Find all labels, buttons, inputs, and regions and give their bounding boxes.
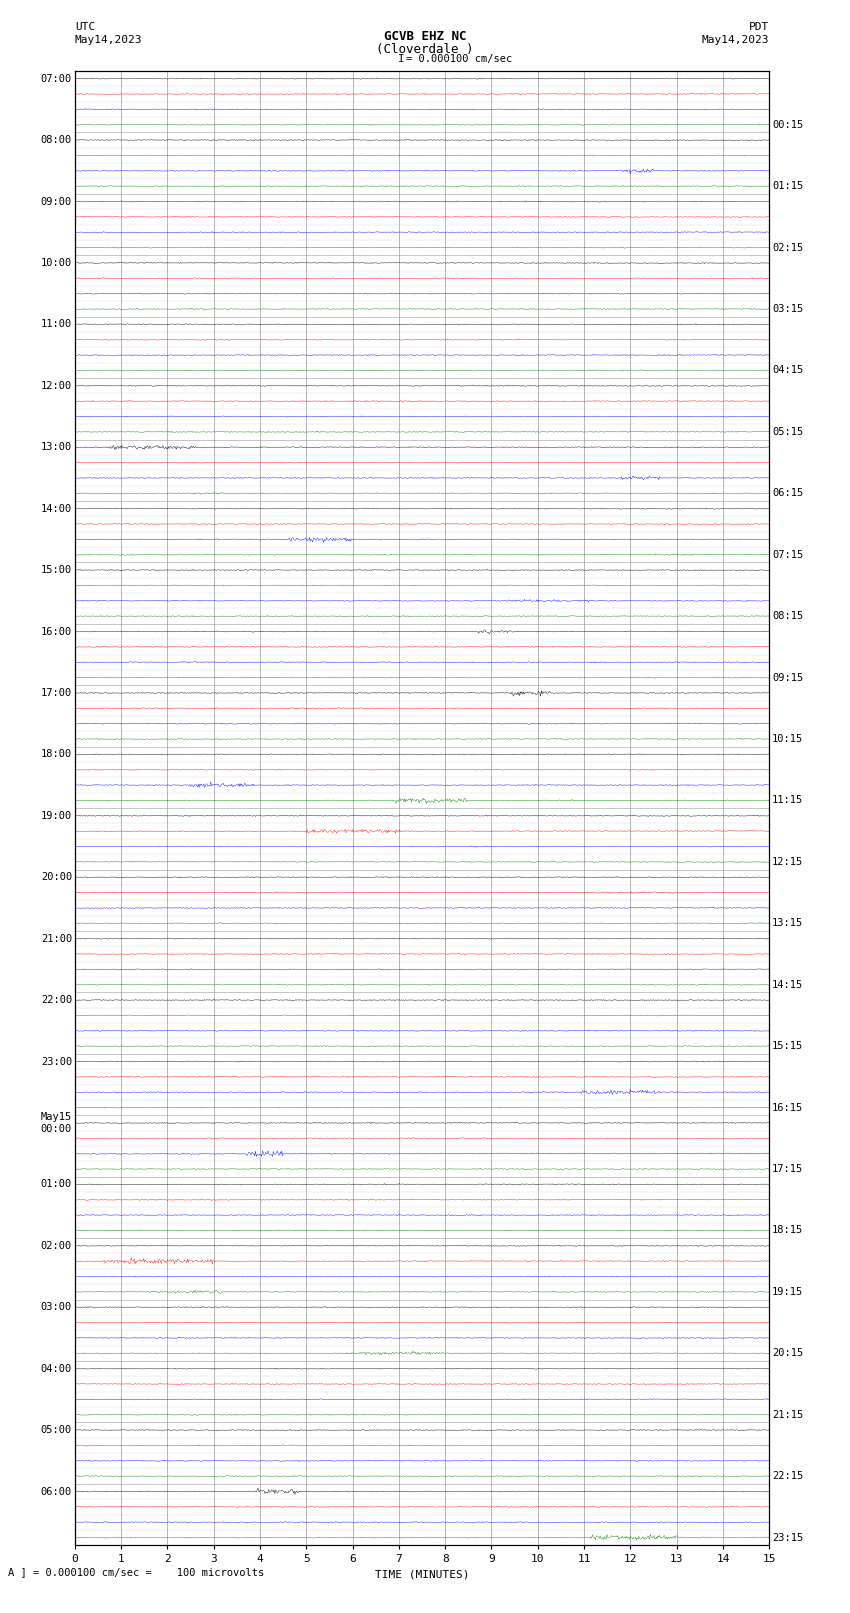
Text: UTC: UTC (75, 23, 95, 32)
Text: GCVB EHZ NC: GCVB EHZ NC (383, 29, 467, 44)
Text: (Cloverdale ): (Cloverdale ) (377, 42, 473, 56)
Text: May14,2023: May14,2023 (702, 35, 769, 45)
X-axis label: TIME (MINUTES): TIME (MINUTES) (375, 1569, 469, 1579)
Text: A ] = 0.000100 cm/sec =    100 microvolts: A ] = 0.000100 cm/sec = 100 microvolts (8, 1568, 264, 1578)
Text: I: I (398, 53, 405, 65)
Text: May14,2023: May14,2023 (75, 35, 142, 45)
Text: PDT: PDT (749, 23, 769, 32)
Text: = 0.000100 cm/sec: = 0.000100 cm/sec (406, 53, 513, 65)
